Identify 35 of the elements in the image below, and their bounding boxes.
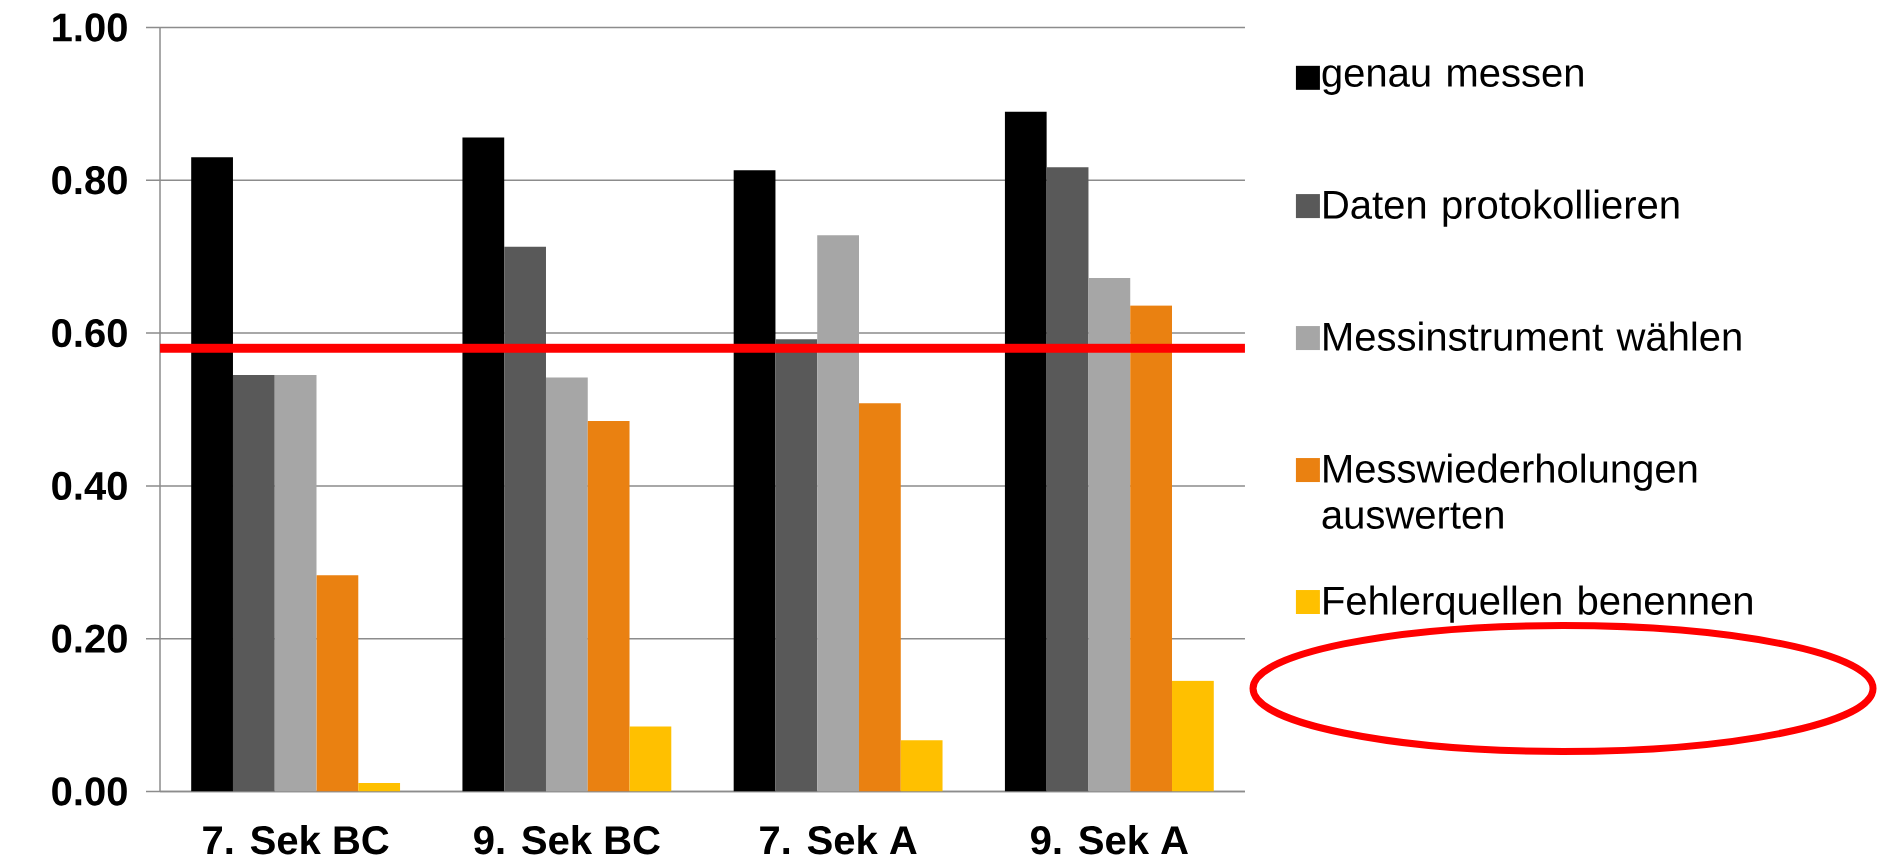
y-tick-label: 1.00 bbox=[53, 13, 127, 42]
bar bbox=[504, 246, 546, 792]
bar bbox=[274, 375, 317, 792]
bar bbox=[1046, 167, 1089, 792]
legend-label: Daten protokollieren bbox=[1324, 189, 1679, 228]
bar bbox=[1004, 111, 1047, 792]
y-tick-label: 0.60 bbox=[52, 319, 127, 348]
y-tick-label: 0.20 bbox=[52, 624, 127, 653]
y-tick-label: 0.40 bbox=[52, 471, 127, 501]
x-tick-label: 7. Sek BC bbox=[203, 825, 389, 855]
bar bbox=[733, 170, 776, 792]
legend-label: Messinstrument wählen bbox=[1324, 321, 1741, 352]
bar bbox=[545, 377, 588, 792]
bar bbox=[316, 575, 359, 792]
y-tick-label: 0.80 bbox=[52, 166, 127, 195]
bar bbox=[900, 740, 943, 792]
bar bbox=[358, 783, 401, 792]
legend-label: genau messen bbox=[1322, 65, 1583, 96]
legend-label: Messwiederholungen auswerten bbox=[1322, 453, 1697, 530]
legend-label: Fehlerquellen benennen bbox=[1324, 585, 1752, 623]
y-tick-label: 0.00 bbox=[52, 777, 127, 806]
bar bbox=[462, 137, 505, 792]
bar bbox=[629, 726, 672, 792]
bar bbox=[775, 339, 818, 792]
bar bbox=[1130, 305, 1173, 792]
bar bbox=[859, 403, 901, 792]
bar bbox=[1172, 680, 1214, 792]
bar bbox=[1088, 278, 1131, 792]
bar bbox=[232, 375, 275, 792]
x-tick-label: 7. Sek A bbox=[760, 825, 917, 855]
x-tick-label: 9. Sek BC bbox=[474, 825, 660, 855]
bar bbox=[817, 235, 859, 792]
bar bbox=[191, 157, 233, 792]
x-tick-label: 9. Sek A bbox=[1031, 825, 1188, 855]
bar bbox=[587, 421, 630, 792]
